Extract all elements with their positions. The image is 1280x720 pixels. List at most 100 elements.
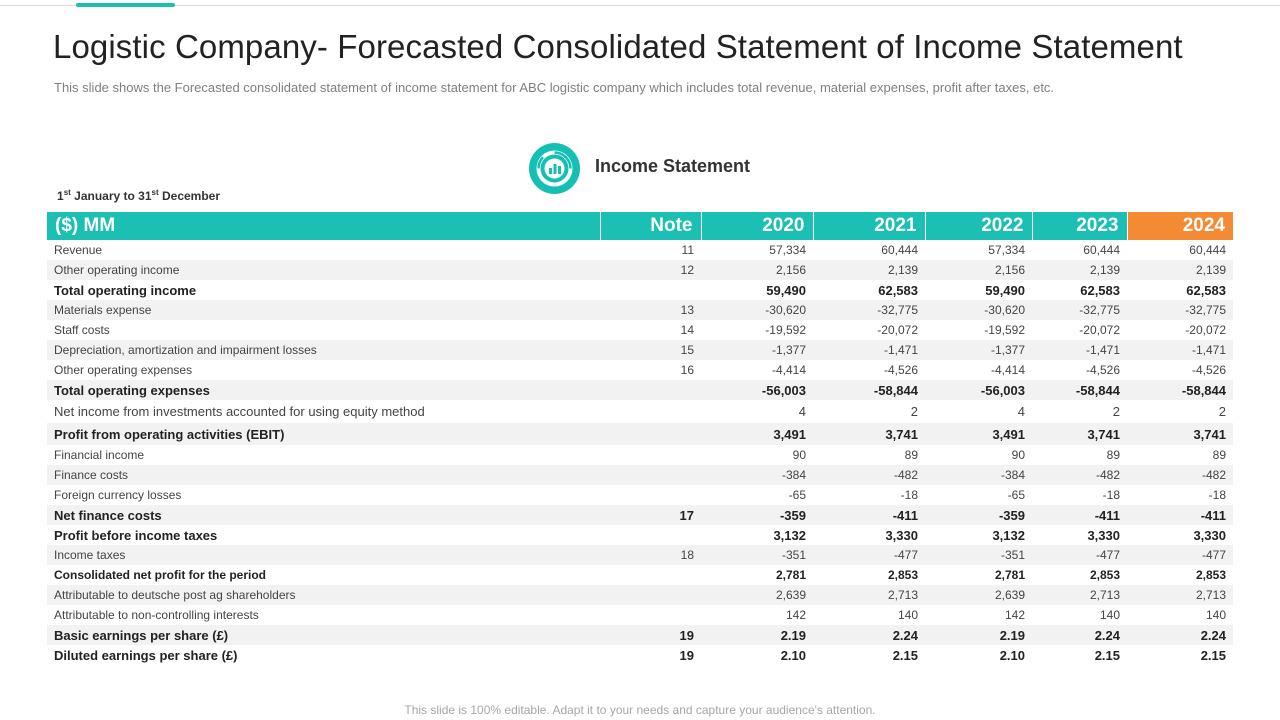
row-label: Depreciation, amortization and impairmen… — [47, 340, 600, 360]
row-label: Materials expense — [47, 300, 600, 320]
row-value: 2,853 — [1195, 568, 1226, 582]
row-label: Diluted earnings per share (£) — [54, 647, 238, 663]
row-value: 89 — [904, 448, 918, 462]
header-year: 2020 — [701, 212, 814, 240]
row-note — [600, 380, 701, 400]
table-row: Net finance costs 17 -359 -411 -359 -411 -411 — [47, 505, 1233, 525]
row-note: 19 — [600, 625, 701, 645]
row-value: -1,471 — [813, 340, 925, 360]
table-row: Total operating expenses -56,003 -58,844 -5… — [47, 380, 1233, 400]
row-value: -1,377 — [701, 340, 813, 360]
row-note — [600, 585, 701, 605]
row-value: 2.15 — [892, 647, 918, 663]
row-value: -477 — [813, 545, 925, 565]
row-value: -30,620 — [701, 300, 813, 320]
header-year-highlight: 2024 — [1127, 212, 1233, 240]
row-value: 3,491 — [701, 423, 813, 445]
table-row: Other operating income 12 2,156 2,139 2,156 2… — [47, 260, 1233, 280]
row-value: 2.24 — [1127, 625, 1233, 645]
row-value: 3,491 — [925, 423, 1032, 445]
row-value: 3,330 — [1193, 527, 1226, 543]
row-note: 18 — [600, 545, 701, 565]
row-value: -20,072 — [1079, 323, 1120, 337]
row-value: -477 — [1127, 545, 1233, 565]
row-value: -56,003 — [701, 380, 813, 400]
row-note: 11 — [681, 243, 694, 257]
row-value: -4,414 — [771, 363, 806, 377]
chart-circle-icon — [529, 143, 580, 194]
row-label: Foreign currency losses — [54, 488, 182, 502]
row-note — [600, 565, 701, 585]
page-subtitle: This slide shows the Forecasted consolid… — [54, 80, 1055, 95]
header-year: 2022 — [925, 212, 1033, 240]
table-row: Foreign currency losses -65 -18 -65 -18 -18 — [47, 485, 1233, 505]
row-value: 2,713 — [1127, 585, 1233, 605]
row-value: 57,334 — [988, 243, 1025, 257]
row-label: Other operating income — [47, 260, 600, 280]
table-row: Consolidated net profit for the period 2,… — [47, 565, 1233, 585]
row-note: 19 — [679, 647, 694, 663]
row-value: 2 — [1112, 404, 1120, 419]
row-value: 140 — [1205, 608, 1226, 622]
row-value: 60,444 — [1083, 243, 1120, 257]
row-value: -351 — [925, 545, 1032, 565]
row-value: 2.10 — [780, 647, 806, 663]
row-value: 57,334 — [769, 243, 806, 257]
row-value: 2.19 — [701, 625, 813, 645]
row-value: 2,139 — [813, 260, 925, 280]
row-value: 3,330 — [885, 527, 918, 543]
row-value: 3,741 — [1127, 423, 1233, 445]
row-value: 59,490 — [985, 282, 1025, 298]
row-label: Finance costs — [47, 465, 600, 485]
row-note — [600, 525, 701, 545]
row-value: 3,741 — [813, 423, 925, 445]
table-row: Financial income 90 89 90 89 89 — [47, 445, 1233, 465]
row-value: 2.24 — [813, 625, 925, 645]
row-value: 2.15 — [1200, 647, 1226, 663]
row-value: -65 — [788, 488, 806, 502]
table-row: Revenue 11 57,334 60,444 57,334 60,444 60,444 — [47, 240, 1233, 260]
row-value: -32,775 — [1032, 300, 1127, 320]
header-note: Note — [600, 212, 702, 240]
row-value: -359 — [701, 505, 813, 525]
row-label: Profit from operating activities (EBIT) — [47, 423, 600, 445]
header-year: 2021 — [813, 212, 926, 240]
row-value: 62,583 — [1186, 282, 1226, 298]
row-label: Staff costs — [54, 323, 110, 337]
period-label: 1st January to 31st December — [57, 188, 221, 203]
top-divider — [0, 5, 1280, 6]
row-note: 14 — [680, 323, 694, 337]
row-value: -30,620 — [925, 300, 1032, 320]
row-note: 16 — [680, 363, 694, 377]
table-row: Depreciation, amortization and impairmen… — [47, 340, 1233, 360]
row-value: 2.24 — [1032, 625, 1127, 645]
row-note: 13 — [600, 300, 701, 320]
row-value: -411 — [813, 505, 925, 525]
table-row: Net income from investments accounted fo… — [47, 400, 1233, 423]
table-row: Materials expense 13 -30,620 -32,775 -30,620… — [47, 300, 1233, 320]
row-value: -20,072 — [1185, 323, 1226, 337]
row-value: -482 — [813, 465, 925, 485]
table-row: Profit before income taxes 3,132 3,330 3,13… — [47, 525, 1233, 545]
row-value: 2,156 — [701, 260, 813, 280]
table-header-row: ($) MM Note 2020 2021 2022 2023 2024 — [47, 212, 1233, 240]
table-row: Diluted earnings per share (£) 19 2.10 2.15… — [47, 645, 1233, 665]
row-value: -384 — [925, 465, 1032, 485]
row-value: 140 — [897, 608, 918, 622]
row-note: 17 — [600, 505, 701, 525]
row-value: 2,639 — [925, 585, 1032, 605]
row-value: -384 — [701, 465, 813, 485]
row-value: 3,330 — [1087, 527, 1120, 543]
table-row: Attributable to non-controlling interest… — [47, 605, 1233, 625]
row-label: Revenue — [54, 243, 103, 257]
row-note — [600, 485, 701, 505]
row-value: 90 — [792, 448, 806, 462]
row-value: -1,377 — [925, 340, 1032, 360]
row-value: -411 — [1032, 505, 1127, 525]
row-value: 59,490 — [766, 282, 806, 298]
row-value: -32,775 — [1127, 300, 1233, 320]
header-year: 2023 — [1032, 212, 1128, 240]
row-label: Total operating income — [54, 282, 197, 298]
table-row: Other operating expenses 16 -4,414 -4,526 -4… — [47, 360, 1233, 380]
row-value: 2 — [1218, 404, 1226, 419]
